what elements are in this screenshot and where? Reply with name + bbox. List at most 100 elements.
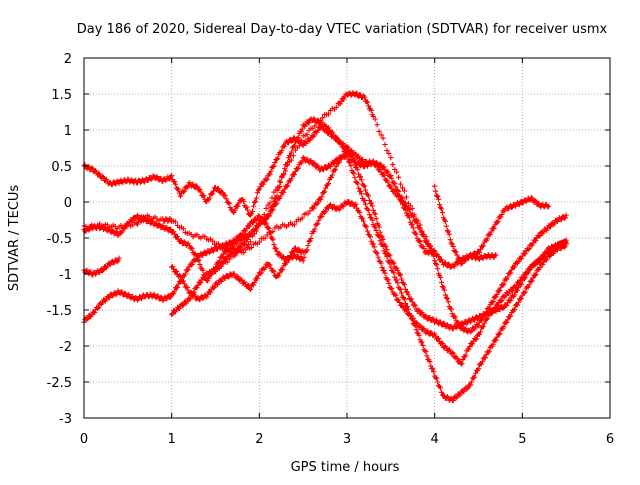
- data-point-interp: [246, 223, 253, 229]
- data-point-interp: [250, 203, 257, 209]
- data-point-interp: [447, 237, 453, 243]
- x-tick-label: 4: [431, 432, 439, 447]
- data-point-interp: [416, 332, 422, 338]
- data-point-interp: [333, 134, 339, 141]
- data-point-interp: [410, 225, 416, 231]
- data-point-interp: [232, 253, 238, 259]
- data-point-interp: [201, 193, 207, 199]
- y-axis-label: SDTVAR / TECUs: [7, 185, 22, 292]
- data-point-interp: [491, 225, 497, 231]
- data-point-interp: [490, 298, 496, 305]
- data-point: [432, 248, 438, 254]
- data-point-interp: [376, 233, 382, 240]
- data-point-interp: [532, 197, 538, 204]
- data-point: [291, 172, 297, 178]
- data-point: [283, 168, 289, 174]
- data-point-interp: [514, 302, 521, 308]
- data-point-interp: [472, 317, 478, 323]
- data-point-interp: [480, 324, 486, 330]
- data-point-interp: [254, 190, 260, 196]
- data-point-interp: [187, 296, 193, 302]
- data-point-interp: [464, 320, 470, 326]
- data-point-interp: [266, 226, 272, 232]
- data-point-interp: [364, 206, 371, 212]
- data-point-interp: [331, 160, 337, 166]
- data-point-interp: [311, 133, 317, 139]
- data-point-interp: [96, 171, 103, 177]
- data-point-interp: [111, 260, 117, 266]
- data-point-interp: [397, 181, 404, 187]
- data-point: [388, 264, 394, 270]
- data-point-interp: [498, 214, 504, 220]
- data-point-interp: [436, 202, 443, 208]
- data-point-interp: [397, 272, 404, 278]
- data-point-interp: [508, 270, 514, 276]
- data-point: [405, 292, 411, 298]
- data-point-interp: [402, 306, 409, 312]
- data-point-interp: [267, 262, 273, 268]
- data-point-interp: [241, 198, 247, 204]
- data-point-interp: [275, 155, 281, 161]
- data-point-interp: [542, 254, 548, 260]
- data-point-interp: [385, 179, 391, 185]
- data-point-interp: [380, 236, 386, 243]
- data-point-interp: [225, 274, 231, 280]
- data-point-interp: [364, 228, 371, 234]
- data-point-interp: [176, 305, 183, 312]
- data-point-interp: [454, 355, 460, 362]
- data-point-interp: [206, 275, 212, 282]
- data-point-interp: [416, 224, 422, 231]
- data-point-interp: [236, 235, 242, 241]
- data-point-interp: [504, 302, 510, 309]
- data-point-interp: [434, 375, 440, 381]
- data-point-interp: [364, 99, 371, 105]
- data-point: [344, 144, 350, 150]
- data-point-interp: [99, 267, 106, 274]
- data-point-interp: [438, 256, 445, 262]
- data-point-interp: [292, 139, 298, 145]
- data-point-interp: [150, 173, 156, 179]
- data-point-interp: [208, 289, 214, 295]
- data-point-interp: [231, 209, 237, 216]
- data-point-interp: [362, 223, 369, 229]
- data-point-interp: [407, 312, 413, 319]
- data-point-interp: [476, 331, 483, 337]
- data-point-interp: [173, 268, 180, 275]
- data-point-interp: [188, 289, 194, 296]
- data-point-interp: [258, 270, 264, 276]
- data-point-interp: [508, 297, 514, 304]
- data-point-interp: [540, 262, 546, 268]
- data-point-interp: [435, 196, 442, 202]
- data-point-interp: [96, 304, 102, 311]
- data-point-interp: [279, 148, 285, 154]
- data-point-interp: [409, 206, 415, 212]
- data-point-interp: [342, 154, 348, 160]
- data-point-interp: [527, 266, 533, 273]
- data-point-interp: [263, 221, 269, 227]
- data-point-interp: [500, 282, 506, 288]
- data-point-interp: [185, 267, 191, 273]
- data-point: [484, 315, 490, 322]
- data-point-interp: [270, 207, 276, 213]
- data-point: [361, 94, 368, 100]
- data-point-interp: [518, 296, 524, 302]
- data-point-interp: [271, 241, 277, 248]
- data-point-interp: [171, 291, 177, 297]
- data-point-interp: [242, 279, 248, 285]
- data-point-interp: [137, 179, 144, 186]
- data-point-interp: [277, 270, 283, 276]
- data-point-interp: [485, 349, 491, 355]
- data-point-interp: [402, 300, 409, 307]
- data-point-interp: [533, 199, 539, 205]
- data-point-interp: [320, 115, 326, 121]
- data-point-interp: [472, 370, 479, 376]
- data-point-interp: [431, 369, 437, 375]
- data-point-interp: [384, 168, 390, 174]
- data-point-interp: [471, 375, 477, 381]
- data-point-interp: [368, 107, 374, 114]
- data-point-interp: [153, 220, 159, 226]
- data-point-interp: [175, 186, 182, 192]
- data-point-interp: [312, 226, 318, 232]
- data-point: [423, 313, 429, 319]
- data-point-interp: [483, 309, 489, 315]
